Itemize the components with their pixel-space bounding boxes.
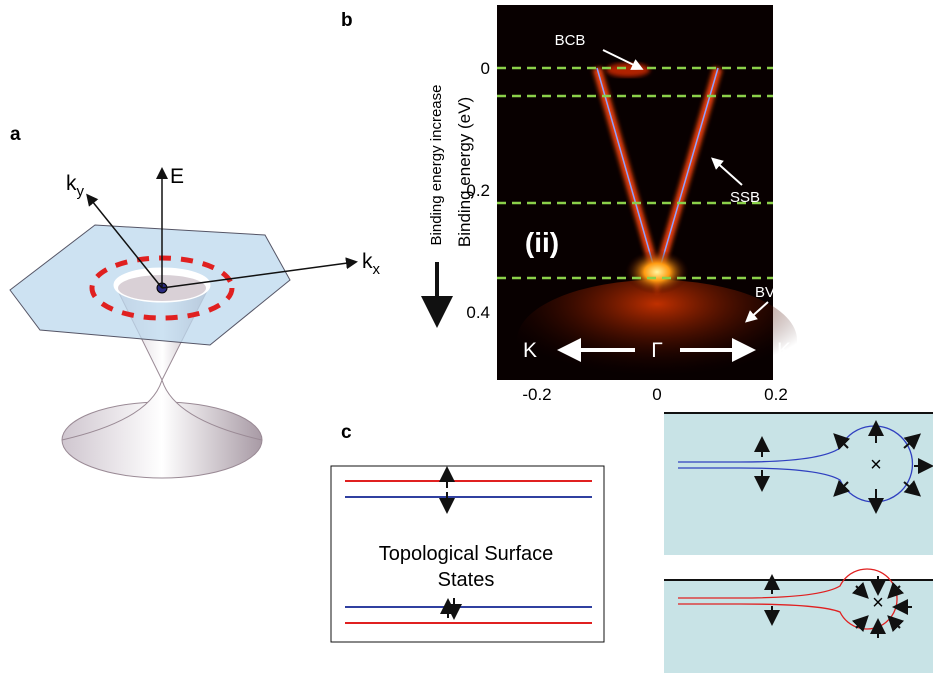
box-text: States [438, 569, 495, 591]
axis-label: kx [362, 250, 381, 278]
side-label: Binding energy increase [428, 85, 445, 246]
axis-label: E [170, 165, 184, 188]
x-tick-label: -0.2 [522, 385, 551, 404]
x-tick-label: 0.2 [764, 385, 788, 404]
box-text: Topological Surface [379, 543, 554, 565]
annotation: BVB [755, 284, 785, 301]
momentum-label: K [523, 339, 537, 362]
y-tick-label: 0.4 [466, 303, 490, 322]
momentum-label: Γ [651, 339, 663, 362]
panel-label: c [341, 422, 352, 443]
axis-subscript: y [77, 183, 85, 200]
dirac-cone [10, 170, 355, 478]
panel-label: a [10, 124, 21, 145]
annotation: BCB [555, 32, 586, 49]
svg-text:×: × [872, 592, 884, 614]
x-tick-label: 0 [652, 385, 661, 404]
svg-text:×: × [870, 454, 882, 476]
y-axis-label: Binding energy (eV) [455, 97, 474, 247]
figure: a ky E kx b BCB SSB BVB (ii) K Γ K 0 0.2… [0, 0, 933, 673]
axis-symbol: k [362, 250, 373, 273]
axis-subscript: x [373, 261, 381, 278]
vortex-panel: × × [664, 413, 933, 673]
y-tick-label: 0 [481, 59, 490, 78]
axis-symbol: k [66, 172, 77, 195]
axis-label: ky [66, 172, 85, 200]
panel-label: b [341, 10, 353, 31]
inset-label: (ii) [525, 227, 559, 258]
momentum-label: K [777, 339, 791, 362]
annotation: SSB [730, 189, 760, 206]
